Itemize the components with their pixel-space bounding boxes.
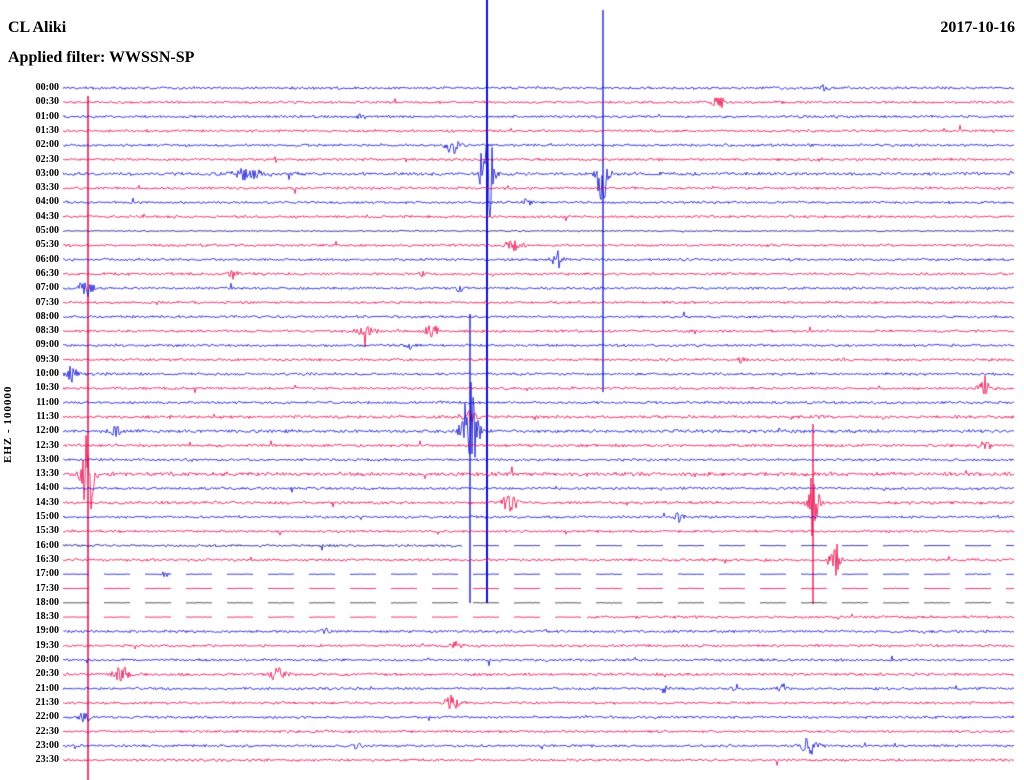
time-label-23-00: 23:00 — [35, 739, 59, 751]
time-label-00-30: 00:30 — [35, 96, 59, 108]
time-label-08-30: 08:30 — [35, 325, 59, 337]
time-label-13-00: 13:00 — [35, 453, 59, 465]
time-label-20-30: 20:30 — [35, 668, 59, 680]
time-label-12-00: 12:00 — [35, 425, 59, 437]
time-label-20-00: 20:00 — [35, 654, 59, 665]
time-label-13-30: 13:30 — [35, 468, 59, 480]
time-label-08-00: 08:00 — [35, 310, 59, 322]
time-label-11-00: 11:00 — [36, 396, 59, 408]
time-label-15-30: 15:30 — [35, 525, 59, 537]
time-label-22-30: 22:30 — [35, 725, 59, 737]
date-label: 2017-10-16 — [940, 19, 1015, 36]
time-label-09-00: 09:00 — [35, 339, 59, 351]
time-label-09-30: 09:30 — [35, 353, 59, 365]
time-label-23-30: 23:30 — [35, 754, 59, 766]
time-label-03-00: 03:00 — [35, 167, 59, 179]
time-label-14-00: 14:00 — [35, 482, 59, 494]
time-label-10-30: 10:30 — [35, 382, 59, 394]
time-label-18-00: 18:00 — [35, 596, 59, 608]
time-label-07-00: 07:00 — [35, 282, 59, 294]
time-label-05-30: 05:30 — [35, 239, 59, 251]
time-label-18-30: 18:30 — [35, 611, 59, 623]
station-title: CL Aliki — [8, 19, 67, 36]
time-label-11-30: 11:30 — [36, 410, 59, 422]
time-label-16-00: 16:00 — [35, 539, 59, 551]
filter-label: Applied filter: WWSSN-SP — [8, 49, 195, 66]
time-label-05-00: 05:00 — [35, 225, 59, 236]
time-label-03-30: 03:30 — [35, 182, 59, 194]
time-label-15-00: 15:00 — [35, 511, 59, 522]
time-label-01-00: 01:00 — [35, 110, 59, 122]
time-label-07-30: 07:30 — [35, 296, 59, 308]
time-label-10-00: 10:00 — [35, 368, 59, 379]
time-label-06-30: 06:30 — [35, 267, 59, 279]
time-label-06-00: 06:00 — [35, 253, 59, 265]
time-label-19-30: 19:30 — [35, 639, 59, 651]
time-label-22-00: 22:00 — [35, 711, 59, 723]
time-label-01-30: 01:30 — [35, 124, 59, 136]
time-label-17-30: 17:30 — [35, 582, 59, 594]
time-label-14-30: 14:30 — [35, 496, 59, 508]
time-label-02-30: 02:30 — [35, 153, 59, 165]
time-label-04-00: 04:00 — [35, 196, 59, 208]
time-label-00-00: 00:00 — [35, 82, 59, 93]
time-label-19-00: 19:00 — [35, 625, 59, 637]
time-label-12-30: 12:30 — [35, 439, 59, 451]
time-label-04-30: 04:30 — [35, 210, 59, 222]
time-label-02-00: 02:00 — [35, 139, 59, 151]
time-label-21-00: 21:00 — [35, 682, 59, 694]
y-axis-label: EHZ - 100000 — [2, 385, 14, 464]
time-label-16-30: 16:30 — [35, 553, 59, 565]
time-label-17-00: 17:00 — [35, 568, 59, 580]
time-label-21-30: 21:30 — [35, 696, 59, 708]
